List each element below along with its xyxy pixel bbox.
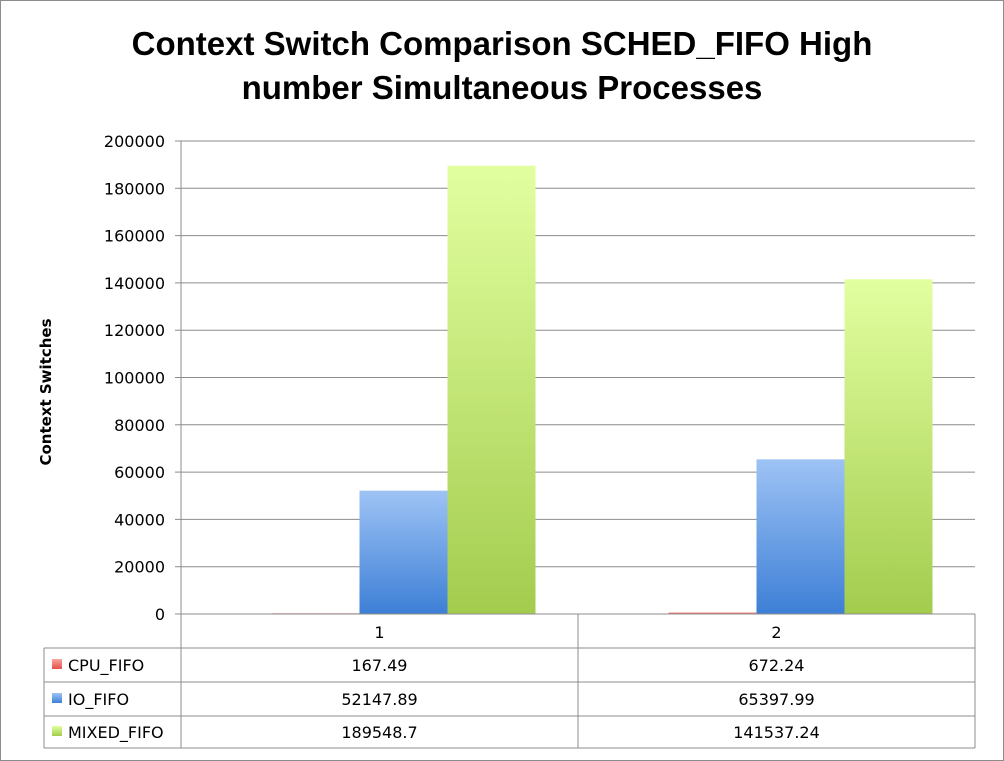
x-category-label: 1	[374, 623, 384, 642]
data-label: 672.24	[749, 656, 805, 675]
x-category-label: 2	[771, 623, 781, 642]
chart-title: Context Switch Comparison SCHED_FIFO Hig…	[0, 22, 1004, 110]
legend-label: IO_FIFO	[68, 690, 129, 710]
data-label: 189548.7	[341, 723, 417, 742]
y-tick-label: 140000	[104, 274, 165, 293]
bar-mixed-fifo-cat-2	[844, 279, 933, 614]
bar-io-fifo-cat-2	[756, 459, 845, 614]
legend-swatch-mixed-fifo	[52, 726, 62, 736]
bars	[271, 165, 933, 614]
y-tick-label: 80000	[114, 416, 165, 435]
bar-io-fifo-cat-1	[359, 490, 448, 614]
y-tick-label: 60000	[114, 463, 165, 482]
legend-swatch-cpu-fifo	[52, 659, 62, 669]
bar-cpu-fifo-cat-2	[668, 612, 757, 614]
y-tick-label: 120000	[104, 321, 165, 340]
data-label: 167.49	[352, 656, 408, 675]
y-tick-label: 100000	[104, 369, 165, 388]
y-tick-label: 40000	[114, 510, 165, 529]
chart-title-line-2: number Simultaneous Processes	[241, 69, 763, 106]
y-tick-label: 180000	[104, 179, 165, 198]
data-label: 52147.89	[341, 690, 417, 709]
y-axis-ticks: 0 20000 40000 60000 80000 100000 120000 140000 1…	[104, 132, 181, 624]
data-table: 1 2 CPU_FIFO 167.49 672.24 IO_FIFO 52147.89 653…	[43, 614, 976, 749]
chart-title-line-1: Context Switch Comparison SCHED_FIFO Hig…	[131, 25, 873, 62]
data-label: 141537.24	[733, 723, 820, 742]
bar-mixed-fifo-cat-1	[447, 165, 536, 614]
y-tick-label: 20000	[114, 558, 165, 577]
y-tick-label: 160000	[104, 227, 165, 246]
legend-label: CPU_FIFO	[68, 656, 144, 676]
legend-label: MIXED_FIFO	[68, 723, 164, 743]
y-tick-label: 200000	[104, 132, 165, 151]
legend-swatch-io-fifo	[52, 693, 62, 703]
y-tick-label: 0	[155, 605, 165, 624]
data-label: 65397.99	[738, 690, 814, 709]
